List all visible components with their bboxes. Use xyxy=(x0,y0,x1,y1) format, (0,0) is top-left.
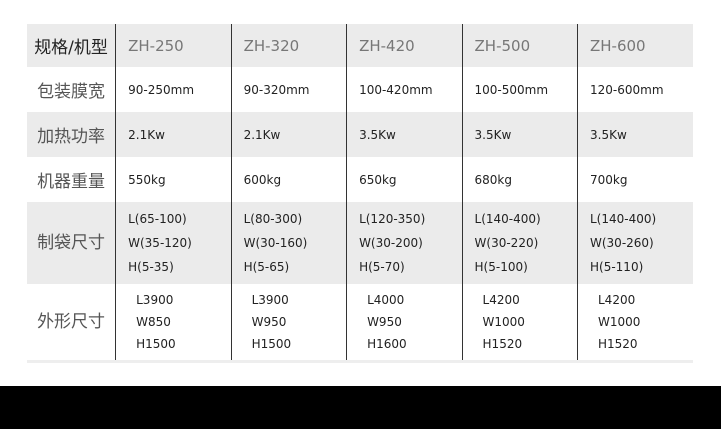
table-cell: L4200 W1000 H1520 xyxy=(577,284,693,363)
dimension-line: L(140-400) xyxy=(474,212,541,226)
dimension-line: W950 xyxy=(251,315,287,329)
dimension-line: W(30-200) xyxy=(359,236,423,250)
dimension-line: W(30-220) xyxy=(474,236,539,250)
dimension-line: L(120-350) xyxy=(359,212,426,226)
table-cell: 3.5Kw xyxy=(577,112,693,157)
dimension-line: H1500 xyxy=(136,337,176,351)
dimension-line: W1000 xyxy=(598,315,641,329)
table-cell: 2.1Kw xyxy=(230,112,347,157)
dimension-line: L(140-400) xyxy=(590,212,657,226)
black-band xyxy=(0,386,721,429)
dimension-line: W(35-120) xyxy=(128,236,192,250)
table-cell: L4200 W1000 H1520 xyxy=(461,284,578,363)
dimension-line: H(5-100) xyxy=(474,260,528,274)
model-header: ZH-250 xyxy=(115,24,232,67)
dimension-line: W950 xyxy=(367,315,402,329)
table-cell: 90-250mm xyxy=(115,67,232,112)
table-cell: 90-320mm xyxy=(230,67,347,112)
table-cell: L3900 W950 H1500 xyxy=(230,284,347,363)
dimension-line: L3900 xyxy=(136,293,174,307)
header-row: 规格/机型 ZH-250 ZH-320 ZH-420 ZH-500 ZH-600 xyxy=(27,24,693,67)
dimension-line: H(5-110) xyxy=(590,260,644,274)
dimension-line: H1500 xyxy=(251,337,292,351)
row-label: 包装膜宽 xyxy=(37,82,106,102)
model-header: ZH-420 xyxy=(346,24,463,67)
bag-size-row: 制袋尺寸 L(65-100) W(35-120) H(5-35) L(80-300) W(… xyxy=(27,202,693,284)
row-label: 外形尺寸 xyxy=(27,284,116,363)
table-cell: 2.1Kw xyxy=(115,112,232,157)
table-row: 包装膜宽 90-250mm 90-320mm 100-420mm 100-500mm 12… xyxy=(27,67,693,112)
dimension-line: L4200 xyxy=(598,293,636,307)
dimension-line: H(5-65) xyxy=(243,260,290,274)
table-cell: 3.5Kw xyxy=(346,112,463,157)
dimension-line: H1520 xyxy=(482,337,523,351)
table-cell: 550kg xyxy=(115,157,232,202)
dimension-line: W1000 xyxy=(482,315,525,329)
dimension-line: H(5-35) xyxy=(128,260,174,274)
dimension-line: H1520 xyxy=(598,337,638,351)
table-cell: 650kg xyxy=(346,157,463,202)
table-cell: 3.5Kw xyxy=(461,112,578,157)
dimension-line: L(80-300) xyxy=(243,212,303,226)
table-row: 加热功率 2.1Kw 2.1Kw 3.5Kw 3.5Kw 3.5Kw xyxy=(27,112,693,157)
overall-dimensions-row: 外形尺寸 L3900 W850 H1500 L3900 W950 H1500 L4000 W95… xyxy=(27,284,693,363)
dimension-line: W850 xyxy=(136,315,171,329)
table-cell: L3900 W850 H1500 xyxy=(115,284,232,363)
dimension-line: H(5-70) xyxy=(359,260,405,274)
dimension-line: L4200 xyxy=(482,293,520,307)
dimension-line: W(30-160) xyxy=(243,236,308,250)
row-label: 机器重量 xyxy=(37,172,106,192)
table-cell: 120-600mm xyxy=(577,67,693,112)
table-cell: 700kg xyxy=(577,157,693,202)
table-cell: L4000 W950 H1600 xyxy=(346,284,463,363)
dimension-line: H1600 xyxy=(367,337,407,351)
model-header: ZH-600 xyxy=(577,24,693,67)
row-label: 制袋尺寸 xyxy=(27,202,116,284)
table-cell: 600kg xyxy=(230,157,347,202)
spec-table: 规格/机型 ZH-250 ZH-320 ZH-420 ZH-500 ZH-600 包装膜宽 9… xyxy=(27,24,693,363)
row-label: 规格/机型 xyxy=(27,24,116,67)
table-cell: 100-420mm xyxy=(346,67,463,112)
table-cell: L(140-400) W(30-260) H(5-110) xyxy=(577,202,693,284)
model-header: ZH-500 xyxy=(461,24,578,67)
dimension-line: L4000 xyxy=(367,293,405,307)
model-header: ZH-320 xyxy=(230,24,347,67)
table-row: 机器重量 550kg 600kg 650kg 680kg 700kg xyxy=(27,157,693,202)
dimension-line: W(30-260) xyxy=(590,236,654,250)
table-cell: L(80-300) W(30-160) H(5-65) xyxy=(230,202,347,284)
table-cell: 680kg xyxy=(461,157,578,202)
table-cell: L(65-100) W(35-120) H(5-35) xyxy=(115,202,232,284)
dimension-line: L3900 xyxy=(251,293,289,307)
dimension-line: L(65-100) xyxy=(128,212,187,226)
table-cell: L(120-350) W(30-200) H(5-70) xyxy=(346,202,463,284)
table-cell: L(140-400) W(30-220) H(5-100) xyxy=(461,202,578,284)
table-cell: 100-500mm xyxy=(461,67,578,112)
row-label: 加热功率 xyxy=(27,112,116,157)
